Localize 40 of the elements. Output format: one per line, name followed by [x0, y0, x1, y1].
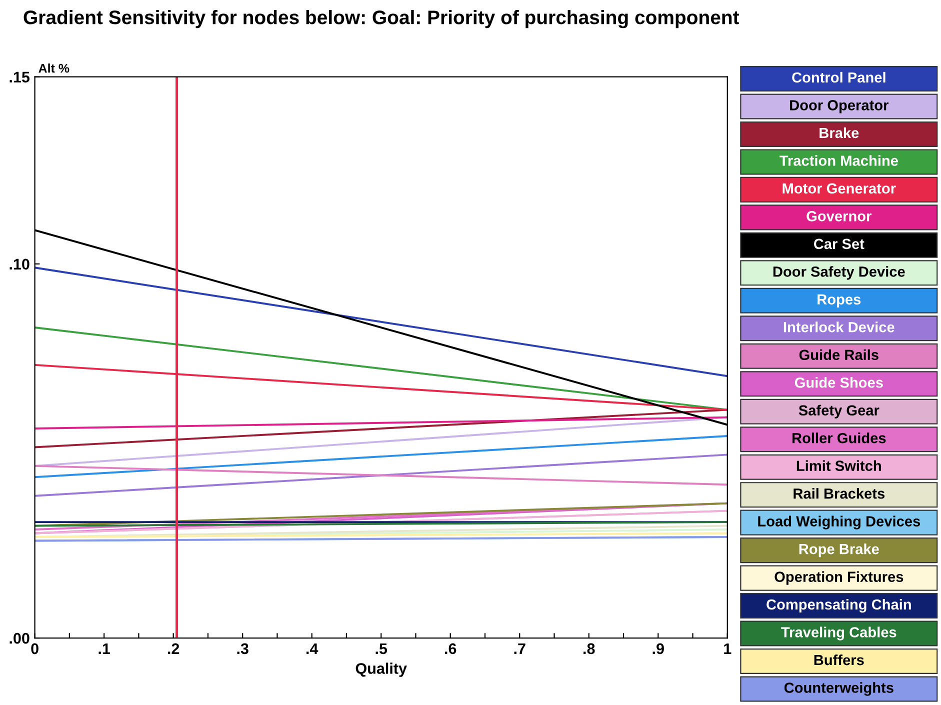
text: Guide Rails — [799, 349, 878, 360]
text: Counterweights — [784, 682, 894, 696]
x-tick-label: .5 — [376, 643, 388, 654]
text: Safety Gear — [798, 404, 880, 418]
x-tick-label: .3 — [237, 643, 248, 654]
x-tick-label: .8 — [584, 643, 595, 654]
text: Load Weighing Devices — [758, 516, 920, 530]
x-tick-label: 0 — [31, 643, 38, 654]
y-tick-label: .00 — [10, 632, 30, 644]
text: Roller Guides — [792, 432, 886, 444]
text: Ropes — [818, 294, 861, 308]
y-tick-label: .10 — [10, 258, 30, 270]
text: Control Panel — [792, 72, 886, 83]
x-tick-label: .4 — [306, 643, 318, 654]
x-axis-title: Quality — [356, 662, 407, 677]
text: Governor — [806, 211, 872, 222]
x-tick-label: .9 — [652, 643, 664, 654]
x-tick-label: .7 — [514, 643, 526, 654]
x-tick-label: .2 — [168, 643, 180, 654]
text: Brake — [820, 127, 859, 138]
text: Traveling Cables — [781, 626, 896, 640]
text: Compensating Chain — [766, 598, 911, 613]
text: Buffers — [814, 654, 864, 666]
text: Interlock Device — [784, 322, 894, 332]
text: Car Set — [814, 238, 864, 250]
text: Traction Machine — [780, 155, 898, 166]
text: Rail Brackets — [794, 488, 885, 499]
text: Limit Switch — [796, 460, 881, 472]
text: Door Operator — [790, 100, 889, 114]
text: Rope Brake — [799, 544, 879, 558]
text: Guide Shoes — [794, 377, 883, 388]
y-tick-label: .15 — [10, 72, 30, 83]
text: Door Safety Device — [773, 266, 905, 280]
y-axis-title: Alt % — [38, 64, 70, 73]
x-tick-label: 1 — [724, 643, 732, 654]
text: Motor Generator — [782, 183, 896, 194]
chart-title: Gradient Sensitivity for nodes below: Goal: Priority of purchasing component — [24, 10, 740, 28]
text: Operation Fixtures — [774, 571, 904, 585]
x-tick-label: .6 — [445, 643, 456, 654]
x-tick-label: .1 — [98, 643, 110, 654]
